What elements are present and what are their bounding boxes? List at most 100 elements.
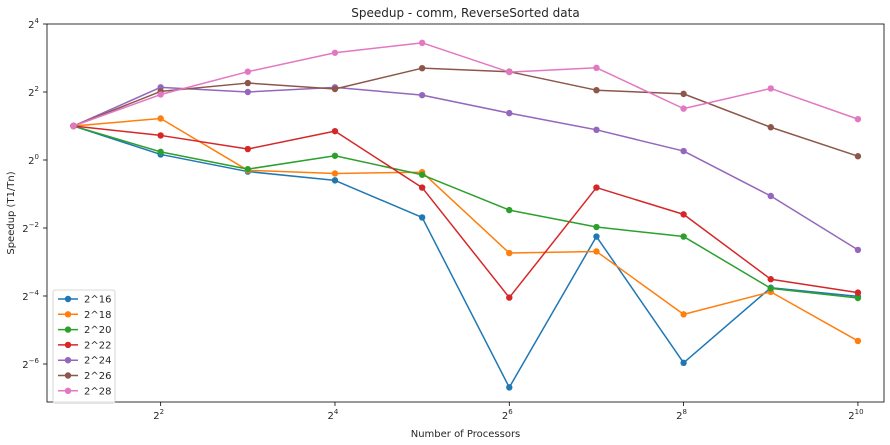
data-point: [767, 192, 774, 200]
data-point: [418, 214, 426, 221]
axis-ticks: 22 24 26 28 210 2−6 2−4 2−2 20 22 24: [22, 17, 863, 422]
series-4: [70, 84, 862, 254]
data-point: [593, 86, 600, 94]
legend: 2^16 2^18 2^20 2^22 2^24 2^26 2^28: [52, 289, 116, 404]
data-point: [767, 85, 774, 92]
data-point: [854, 294, 862, 302]
y-tick-label: 2−2: [22, 221, 39, 235]
legend-label: 2^22: [84, 340, 111, 351]
series-1: [70, 115, 862, 345]
data-point: [244, 165, 252, 173]
legend-marker: [64, 295, 72, 303]
series-line: [73, 125, 859, 299]
data-point: [767, 285, 774, 292]
data-point: [506, 109, 513, 117]
data-point: [593, 248, 600, 255]
data-point: [854, 153, 862, 160]
legend-label: 2^24: [84, 356, 111, 367]
data-point: [593, 126, 600, 134]
data-point: [418, 171, 426, 178]
data-point: [593, 233, 600, 240]
data-point: [854, 337, 862, 345]
series-line: [73, 86, 859, 251]
series-5: [70, 64, 862, 160]
data-point: [157, 115, 164, 122]
data-point: [767, 124, 774, 131]
series-3: [70, 122, 862, 301]
data-point: [157, 148, 164, 156]
data-point: [680, 233, 687, 240]
data-point: [593, 184, 600, 191]
x-tick-label: 22: [153, 408, 164, 422]
legend-label: 2^26: [84, 371, 111, 382]
legend-marker: [64, 341, 72, 349]
data-point: [331, 177, 339, 184]
series-line: [73, 67, 859, 157]
legend-label: 2^20: [84, 325, 111, 336]
legend-entry: 2^24: [58, 356, 111, 367]
legend-label: 2^16: [84, 295, 111, 306]
y-tick-label: 2−6: [22, 357, 39, 371]
data-point: [593, 223, 600, 231]
data-point: [331, 85, 339, 93]
data-point: [331, 127, 339, 135]
data-point: [418, 184, 426, 191]
data-point: [244, 145, 252, 153]
legend-label: 2^28: [84, 386, 111, 397]
x-axis-label: Number of Processors: [411, 429, 521, 440]
legend-entry: 2^18: [58, 310, 111, 321]
data-point: [680, 105, 687, 112]
axes-frame: [46, 23, 885, 403]
y-tick-label: 2−4: [22, 289, 39, 303]
x-tick-label: 26: [502, 408, 513, 422]
x-tick-label: 210: [848, 408, 863, 422]
data-point: [157, 91, 164, 98]
legend-entry: 2^26: [58, 371, 111, 382]
series-line: [73, 125, 858, 389]
data-point: [680, 90, 687, 98]
legend-entry: 2^28: [58, 386, 111, 397]
legend-marker: [64, 357, 72, 364]
data-point: [854, 115, 862, 123]
x-tick-label: 28: [676, 408, 687, 422]
data-point: [506, 384, 513, 391]
data-point: [418, 91, 426, 99]
y-axis-label: Speedup (T1/Tn): [6, 171, 17, 254]
data-point: [331, 152, 339, 159]
data-point: [157, 132, 164, 139]
data-point: [506, 206, 513, 214]
series-0: [70, 122, 862, 391]
data-point: [418, 39, 426, 47]
data-point: [680, 311, 687, 318]
data-point: [767, 276, 774, 283]
legend-entry: 2^22: [58, 340, 111, 351]
data-point: [506, 68, 513, 76]
data-point: [854, 289, 862, 296]
data-point: [331, 170, 339, 177]
data-point: [244, 79, 252, 87]
legend-marker: [64, 326, 72, 333]
legend-marker: [64, 311, 72, 318]
data-point: [680, 359, 687, 367]
x-tick-label: 24: [328, 408, 339, 422]
chart-title: Speedup - comm, ReverseSorted data: [351, 6, 579, 20]
data-point: [854, 246, 862, 254]
data-point: [593, 64, 600, 72]
data-point: [506, 249, 513, 257]
data-point: [244, 68, 252, 75]
y-tick-label: 22: [28, 85, 39, 99]
plot-area: [46, 23, 885, 403]
series-line: [73, 42, 859, 127]
data-point: [680, 211, 687, 218]
data-point: [331, 49, 339, 56]
data-point: [244, 88, 252, 96]
legend-entry: 2^16: [58, 295, 111, 306]
legend-marker: [64, 372, 72, 379]
series-line: [73, 117, 859, 342]
legend-entry: 2^20: [58, 325, 111, 336]
data-point: [506, 294, 513, 301]
data-point: [70, 122, 77, 130]
y-tick-label: 24: [28, 17, 39, 31]
